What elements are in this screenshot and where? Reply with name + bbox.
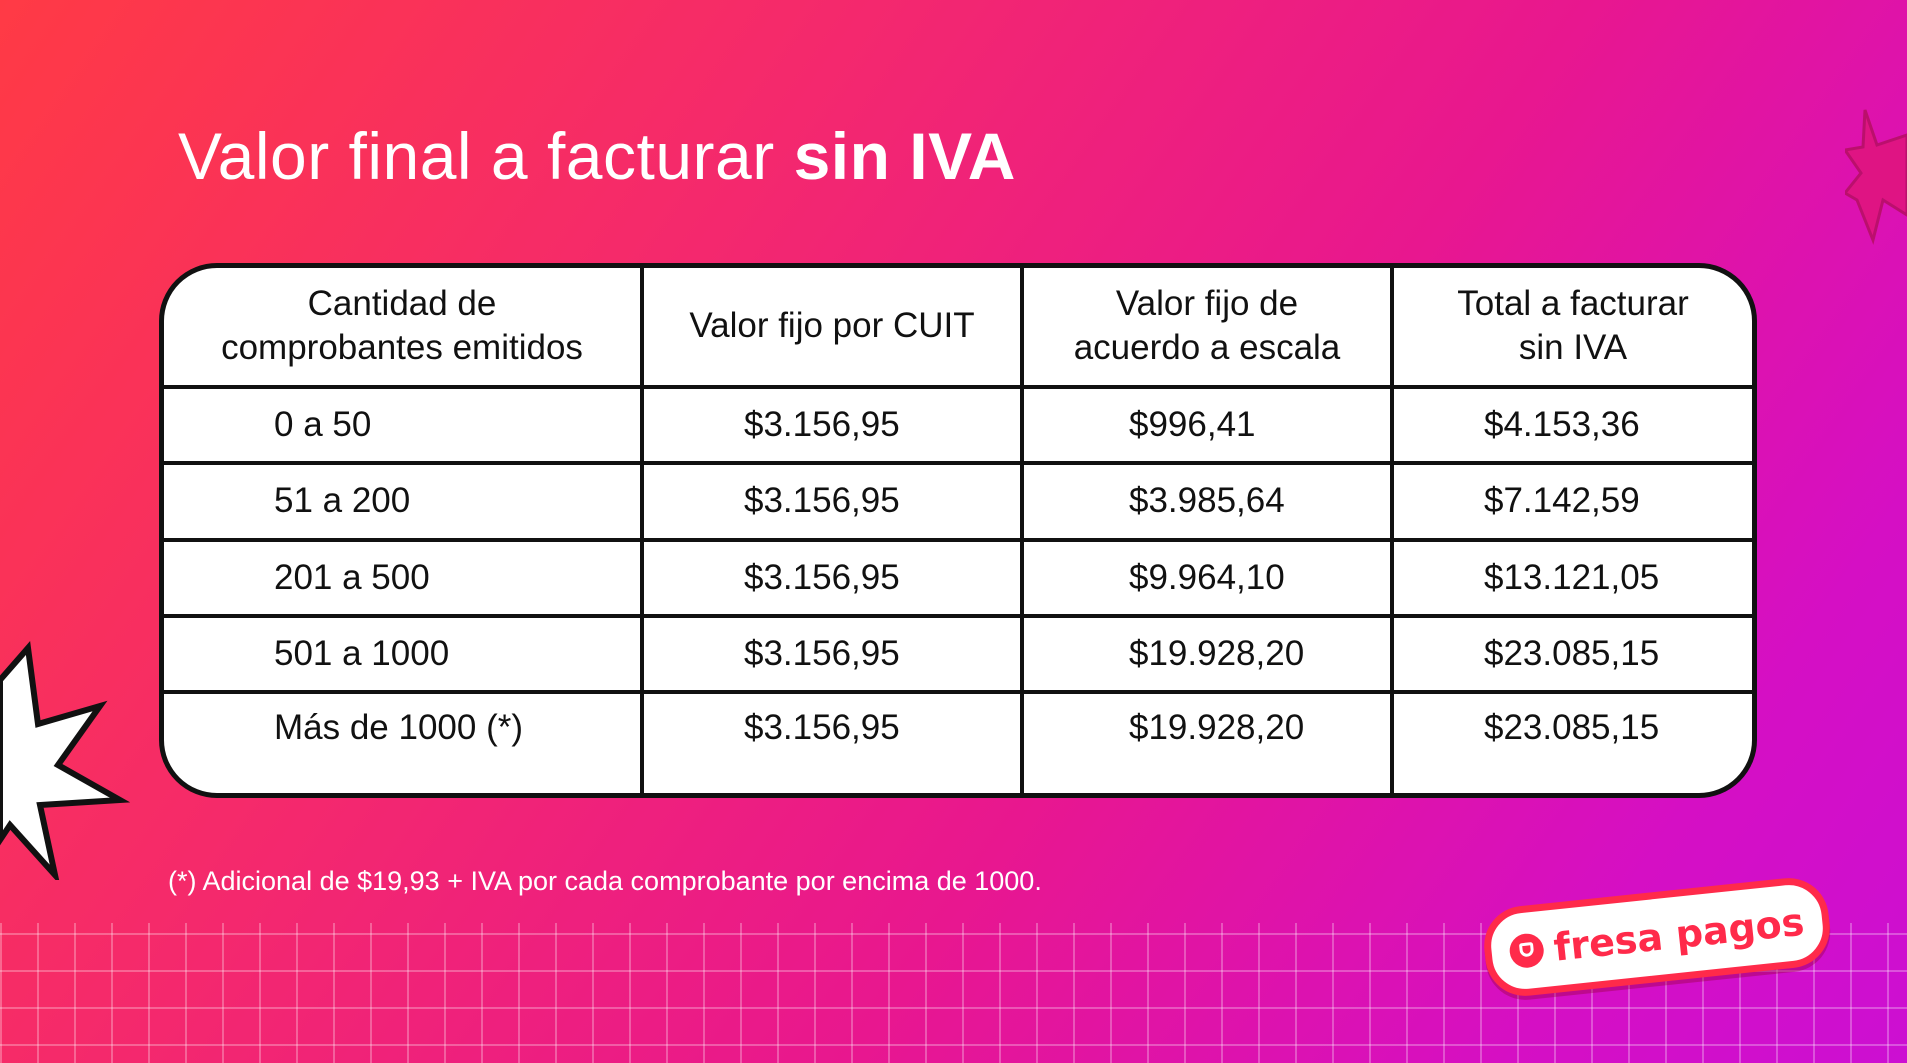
header-valor-fijo-cuit: Valor fijo por CUIT bbox=[640, 268, 1024, 389]
table-row: 51 a 200 $3.156,95 $3.985,64 $7.142,59 bbox=[164, 461, 1752, 542]
cell-valor-escala: $3.985,64 bbox=[1020, 461, 1394, 542]
cell-cantidad: Más de 1000 (*) bbox=[164, 690, 644, 793]
title-bold: sin IVA bbox=[793, 119, 1016, 193]
brand-logo: fresa pagos bbox=[1480, 874, 1834, 1000]
pricing-table: Cantidad de comprobantes emitidos Valor f… bbox=[159, 263, 1757, 798]
title-regular: Valor final a facturar bbox=[178, 119, 794, 193]
bag-icon bbox=[1508, 931, 1546, 970]
cell-valor-cuit: $3.156,95 bbox=[640, 690, 1024, 793]
cell-cantidad: 0 a 50 bbox=[164, 384, 644, 466]
burst-star-right bbox=[1845, 109, 1907, 245]
page-title: Valor final a facturar sin IVA bbox=[178, 118, 1016, 194]
table-row: 201 a 500 $3.156,95 $9.964,10 $13.121,05 bbox=[164, 537, 1752, 618]
footnote: (*) Adicional de $19,93 + IVA por cada c… bbox=[168, 866, 1042, 896]
table-row: 501 a 1000 $3.156,95 $19.928,20 $23.085,… bbox=[164, 613, 1752, 695]
header-valor-escala: Valor fijo de acuerdo a escala bbox=[1020, 268, 1394, 389]
brand-name: fresa pagos bbox=[1551, 899, 1807, 970]
table-row: 0 a 50 $3.156,95 $996,41 $4.153,36 bbox=[164, 384, 1752, 466]
table-header-row: Cantidad de comprobantes emitidos Valor f… bbox=[164, 268, 1752, 389]
cell-valor-cuit: $3.156,95 bbox=[640, 537, 1024, 618]
cell-valor-escala: $996,41 bbox=[1020, 384, 1394, 466]
cell-valor-cuit: $3.156,95 bbox=[640, 384, 1024, 466]
header-total: Total a facturar sin IVA bbox=[1390, 268, 1752, 389]
cell-valor-cuit: $3.156,95 bbox=[640, 461, 1024, 542]
cell-total: $4.153,36 bbox=[1390, 384, 1752, 466]
cell-valor-escala: $9.964,10 bbox=[1020, 537, 1394, 618]
cell-total: $23.085,15 bbox=[1390, 613, 1752, 695]
burst-star-left bbox=[0, 641, 130, 880]
cell-valor-cuit: $3.156,95 bbox=[640, 613, 1024, 695]
cell-total: $7.142,59 bbox=[1390, 461, 1752, 542]
cell-cantidad: 501 a 1000 bbox=[164, 613, 644, 695]
header-cantidad: Cantidad de comprobantes emitidos bbox=[164, 268, 644, 389]
cell-cantidad: 51 a 200 bbox=[164, 461, 644, 542]
cell-valor-escala: $19.928,20 bbox=[1020, 613, 1394, 695]
table-row: Más de 1000 (*) $3.156,95 $19.928,20 $23… bbox=[164, 690, 1752, 793]
cell-total: $13.121,05 bbox=[1390, 537, 1752, 618]
cell-valor-escala: $19.928,20 bbox=[1020, 690, 1394, 793]
cell-cantidad: 201 a 500 bbox=[164, 537, 644, 618]
cell-total: $23.085,15 bbox=[1390, 690, 1752, 793]
